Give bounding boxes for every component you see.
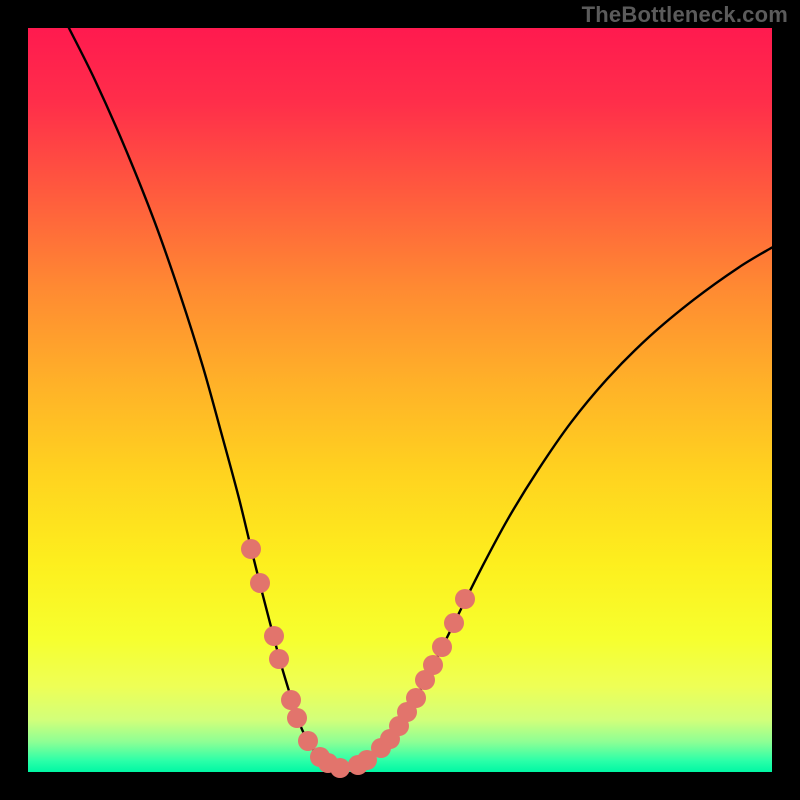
data-marker bbox=[455, 589, 475, 609]
data-marker bbox=[357, 750, 377, 770]
data-marker bbox=[348, 755, 368, 775]
data-marker bbox=[415, 670, 435, 690]
data-marker bbox=[423, 655, 443, 675]
data-marker bbox=[318, 753, 338, 773]
bottleneck-curve bbox=[28, 28, 772, 772]
frame-border-bottom bbox=[0, 772, 800, 800]
chart-plot-area bbox=[28, 28, 772, 772]
data-marker bbox=[432, 637, 452, 657]
data-marker bbox=[310, 747, 330, 767]
data-marker bbox=[371, 738, 391, 758]
data-marker bbox=[264, 626, 284, 646]
watermark-text: TheBottleneck.com bbox=[582, 2, 788, 28]
data-marker bbox=[269, 649, 289, 669]
data-marker bbox=[406, 688, 426, 708]
data-marker bbox=[298, 731, 318, 751]
data-marker bbox=[281, 690, 301, 710]
data-marker bbox=[444, 613, 464, 633]
data-marker bbox=[287, 708, 307, 728]
frame-border-right bbox=[772, 0, 800, 800]
data-marker bbox=[389, 716, 409, 736]
data-marker bbox=[241, 539, 261, 559]
frame-border-left bbox=[0, 0, 28, 800]
data-marker bbox=[397, 702, 417, 722]
data-marker bbox=[250, 573, 270, 593]
data-marker bbox=[380, 729, 400, 749]
